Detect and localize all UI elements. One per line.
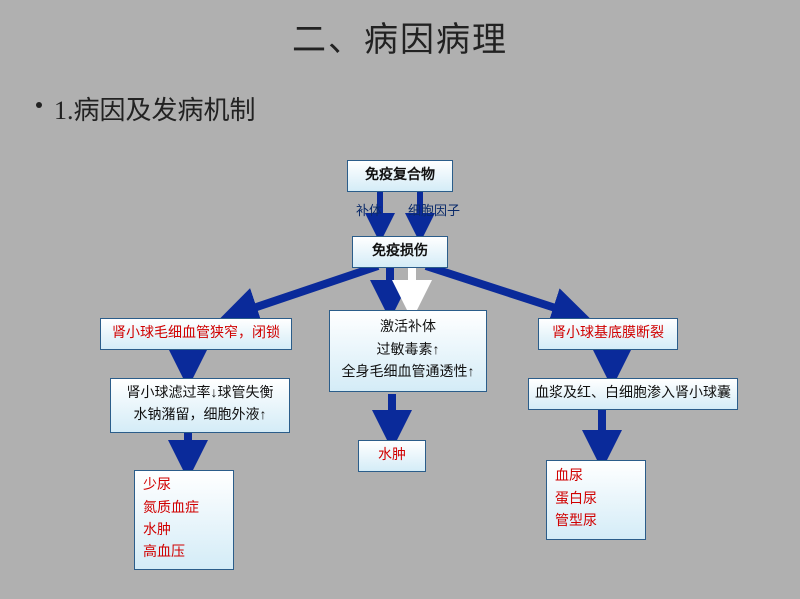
node-top: 免疫复合物 [347, 160, 453, 192]
node-midC-line-0: 水肿 [378, 445, 406, 467]
node-leftB-line-0: 肾小球滤过率↓球管失衡 [127, 383, 274, 405]
node-leftC: 少尿氮质血症水肿高血压 [134, 470, 234, 570]
node-injury: 免疫损伤 [352, 236, 448, 268]
node-leftA-line-0: 肾小球毛细血管狭窄，闭锁 [112, 323, 280, 345]
node-rightC-line-0: 血尿 [555, 466, 583, 488]
node-leftC-line-1: 氮质血症 [143, 498, 199, 520]
node-leftB: 肾小球滤过率↓球管失衡水钠潴留，细胞外液↑ [110, 378, 290, 433]
node-leftC-line-2: 水肿 [143, 520, 171, 542]
node-midA-line-2: 全身毛细血管通透性↑ [342, 362, 475, 384]
arrow-2 [230, 266, 378, 316]
section-subtitle: 1.病因及发病机制 [54, 90, 256, 127]
node-midA-line-0: 激活补体 [380, 317, 436, 339]
node-rightC-line-1: 蛋白尿 [555, 489, 597, 511]
node-midA-line-1: 过敏毒素↑ [377, 340, 440, 362]
node-injury-line-0: 免疫损伤 [372, 241, 428, 263]
node-leftA: 肾小球毛细血管狭窄，闭锁 [100, 318, 292, 350]
page-title: 二、病因病理 [0, 12, 800, 61]
node-rightC-line-2: 管型尿 [555, 511, 597, 533]
node-rightB-line-0: 血浆及红、白细胞渗入肾小球囊 [535, 383, 731, 405]
node-leftB-line-1: 水钠潴留，细胞外液↑ [134, 405, 267, 427]
node-leftC-line-0: 少尿 [143, 475, 171, 497]
node-rightC: 血尿蛋白尿管型尿 [546, 460, 646, 540]
node-rightA: 肾小球基底膜断裂 [538, 318, 678, 350]
node-rightB: 血浆及红、白细胞渗入肾小球囊 [528, 378, 738, 410]
node-rightA-line-0: 肾小球基底膜断裂 [552, 323, 664, 345]
label-complement: 补体 [356, 200, 382, 219]
arrow-5 [426, 266, 580, 316]
node-top-line-0: 免疫复合物 [365, 165, 435, 187]
node-midC: 水肿 [358, 440, 426, 472]
label-cytokine: 细胞因子 [408, 200, 460, 219]
node-midA: 激活补体过敏毒素↑全身毛细血管通透性↑ [329, 310, 487, 392]
node-leftC-line-3: 高血压 [143, 542, 185, 564]
bullet [36, 102, 42, 108]
